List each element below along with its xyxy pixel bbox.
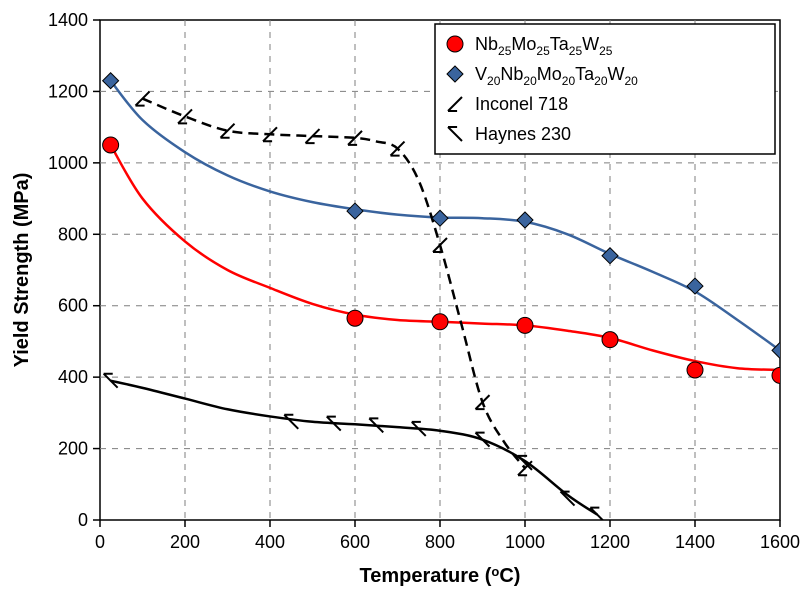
- x-tick-label: 1400: [675, 532, 715, 552]
- x-axis-label: Temperature (oC): [360, 564, 521, 587]
- y-tick-label: 200: [58, 439, 88, 459]
- y-tick-label: 0: [78, 510, 88, 530]
- chart-container: 0 200 400 600 800 1000 1200 1400 1600 0 200 400 600 8…: [0, 0, 808, 609]
- y-tick-label: 800: [58, 224, 88, 244]
- x-tick-label: 400: [255, 532, 285, 552]
- x-tick-label: 1000: [505, 532, 545, 552]
- x-tick-label: 1200: [590, 532, 630, 552]
- x-tick-label: 1600: [760, 532, 800, 552]
- legend-label-inconel718: Inconel 718: [475, 94, 568, 114]
- y-axis-label: Yield Strength (MPa): [11, 173, 33, 368]
- y-tick-label: 400: [58, 367, 88, 387]
- yield-strength-vs-temperature-chart: 0 200 400 600 800 1000 1200 1400 1600 0 200 400 600 8…: [0, 0, 808, 609]
- legend-label-haynes230: Haynes 230: [475, 124, 571, 144]
- x-tick-label: 200: [170, 532, 200, 552]
- y-tick-label: 1000: [48, 153, 88, 173]
- y-tick-label: 1200: [48, 81, 88, 101]
- x-tick-label: 600: [340, 532, 370, 552]
- y-tick-label: 600: [58, 296, 88, 316]
- x-tick-label: 800: [425, 532, 455, 552]
- y-tick-label: 1400: [48, 10, 88, 30]
- x-tick-label: 0: [95, 532, 105, 552]
